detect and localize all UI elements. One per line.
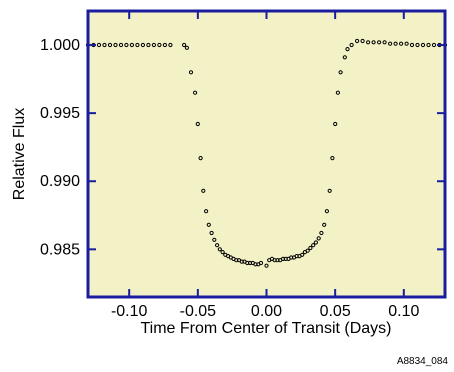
data-point — [420, 42, 426, 48]
data-point — [308, 245, 313, 251]
x-tick-label: 0.05 — [320, 303, 351, 320]
data-point — [338, 70, 343, 75]
data-point — [124, 42, 129, 48]
y-tick-label: 0.995 — [40, 105, 80, 122]
x-axis-title: Time From Center of Transit (Days) — [140, 320, 391, 337]
figure-id-annotation: A8834_084 — [397, 356, 449, 367]
data-point — [258, 260, 264, 266]
y-tick-label: 1.000 — [40, 37, 80, 54]
data-point — [305, 248, 310, 253]
data-point — [107, 42, 113, 48]
data-point — [209, 230, 214, 236]
x-tick-label: -0.10 — [111, 303, 148, 320]
plot-area — [88, 11, 445, 297]
data-point — [188, 70, 194, 75]
data-point — [345, 47, 350, 52]
data-point — [146, 42, 151, 48]
x-axis: -0.10 -0.05 0.00 0.05 0.10 — [111, 11, 419, 320]
data-point — [162, 42, 167, 48]
data-point — [184, 45, 189, 50]
data-point — [360, 38, 365, 44]
data-point — [349, 42, 354, 48]
data-point — [330, 156, 335, 161]
data-point — [399, 41, 404, 46]
data-point — [327, 188, 332, 193]
y-axis: 0.985 0.990 0.995 1.000 — [40, 37, 445, 258]
data-point — [335, 90, 340, 95]
data-point — [204, 209, 209, 214]
data-point — [140, 42, 145, 48]
data-point — [96, 42, 102, 48]
data-point — [113, 42, 118, 48]
data-point — [129, 42, 134, 48]
data-point — [300, 252, 305, 257]
data-point — [426, 42, 431, 48]
data-point — [382, 40, 387, 45]
data-point — [377, 40, 382, 45]
data-point — [264, 263, 269, 268]
y-tick-label: 0.990 — [40, 173, 80, 190]
data-point — [319, 230, 324, 236]
data-point — [168, 42, 173, 48]
data-point — [102, 42, 107, 48]
data-point — [135, 42, 140, 48]
data-point — [195, 121, 200, 127]
data-point — [193, 90, 198, 95]
data-points — [85, 38, 448, 268]
data-point — [118, 42, 124, 48]
data-point — [151, 42, 156, 48]
data-point — [198, 156, 203, 161]
data-point — [217, 247, 222, 252]
data-point — [201, 188, 206, 193]
data-point — [324, 209, 329, 214]
x-tick-label: 0.00 — [251, 303, 282, 320]
data-point — [212, 237, 217, 242]
data-point — [393, 41, 398, 46]
x-tick-label: -0.05 — [180, 303, 217, 320]
data-point — [355, 38, 360, 44]
data-point — [371, 40, 376, 45]
data-point — [316, 236, 321, 241]
data-point — [431, 42, 437, 48]
data-point — [333, 121, 338, 127]
data-point — [409, 42, 415, 48]
data-point — [388, 41, 393, 46]
data-point — [313, 240, 318, 245]
data-point — [182, 42, 187, 48]
plot-frame — [86, 9, 447, 299]
data-point — [206, 222, 211, 227]
data-point — [220, 250, 225, 255]
y-tick-label: 0.985 — [40, 241, 80, 258]
y-axis-title: Relative Flux — [11, 108, 28, 200]
data-point — [215, 243, 220, 248]
data-point — [157, 42, 162, 48]
data-point — [404, 41, 409, 46]
data-point — [415, 42, 420, 48]
x-tick-label: 0.10 — [388, 303, 419, 320]
data-point — [311, 243, 316, 248]
data-point — [366, 40, 371, 45]
data-point — [342, 55, 347, 60]
data-point — [322, 222, 327, 227]
